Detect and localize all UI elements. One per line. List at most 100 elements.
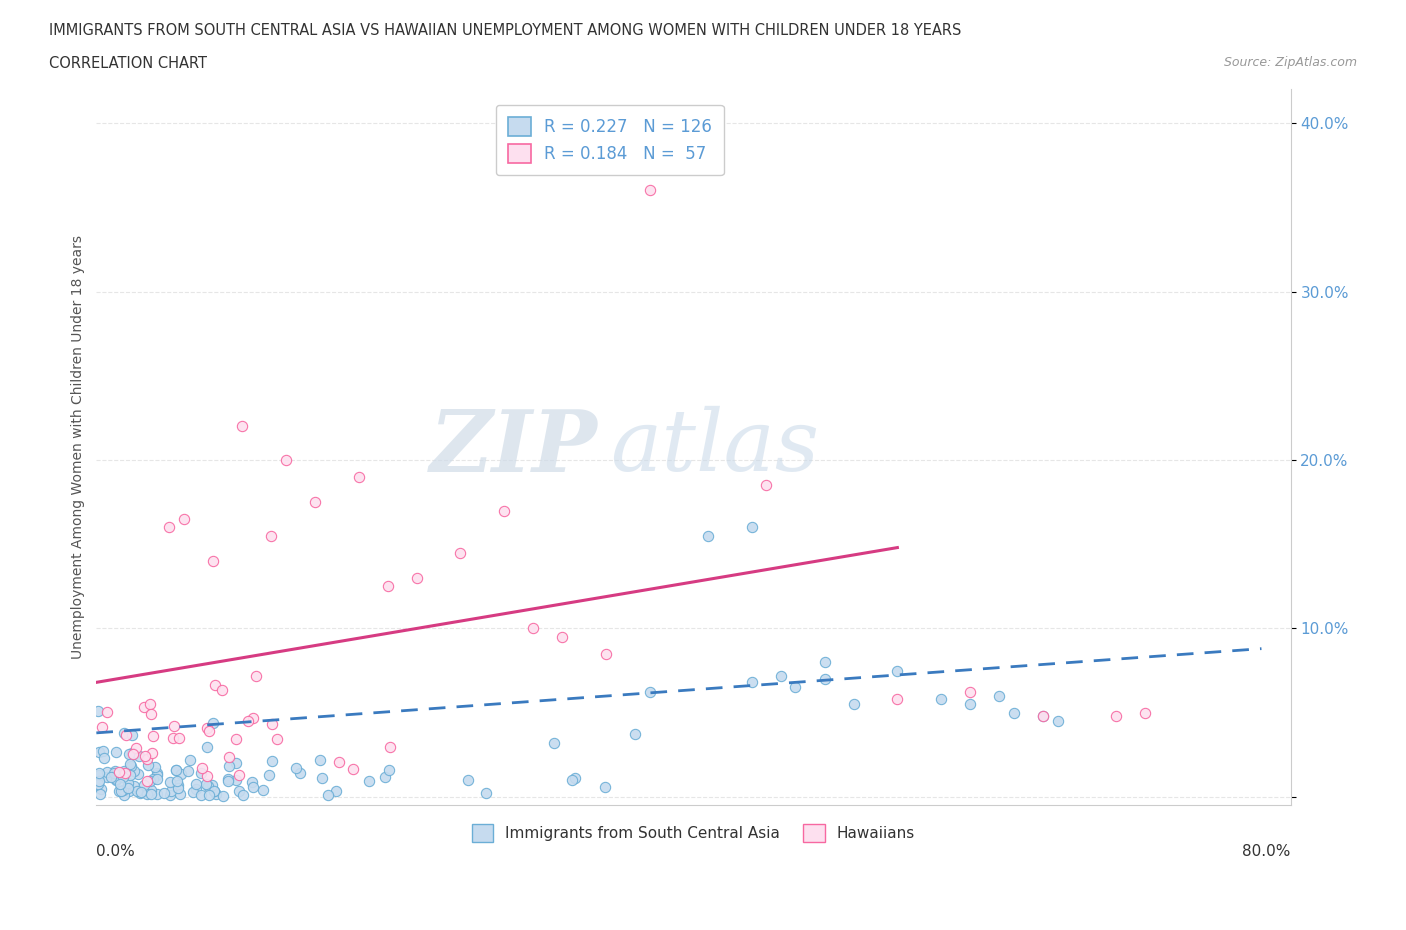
Point [204,677,226,692]
Point [142,772,165,787]
Point [127,767,149,782]
Point [405,570,427,585]
Point [769,668,792,683]
Point [96,769,118,784]
Point [120,757,142,772]
Point [242,711,264,725]
Point [117,776,139,790]
Point [374,770,396,785]
Point [228,768,250,783]
Point [190,787,212,802]
Point [197,778,219,793]
Point [122,778,145,793]
Point [494,503,516,518]
Text: 80.0%: 80.0% [1243,844,1291,859]
Point [377,578,399,593]
Point [813,655,835,670]
Point [190,765,212,780]
Point [741,520,763,535]
Point [274,453,297,468]
Point [225,756,247,771]
Point [785,680,807,695]
Point [240,775,263,790]
Point [167,778,190,793]
Point [260,528,283,543]
Point [115,727,138,742]
Point [212,789,235,804]
Point [122,764,145,778]
Point [194,777,217,791]
Point [595,646,617,661]
Text: ZIP: ZIP [430,405,598,489]
Point [146,787,169,802]
Point [228,783,250,798]
Point [146,766,169,781]
Point [342,762,364,777]
Point [87,744,110,759]
Point [1002,705,1025,720]
Point [1105,709,1128,724]
Point [121,745,143,760]
Point [125,784,148,799]
Point [201,715,224,730]
Point [141,707,163,722]
Point [100,769,122,784]
Point [242,779,264,794]
Point [202,783,225,798]
Point [159,784,181,799]
Point [225,732,247,747]
Point [1133,705,1156,720]
Point [112,764,135,778]
Point [318,788,340,803]
Point [93,751,115,765]
Point [195,768,218,783]
Point [328,755,350,770]
Legend: Immigrants from South Central Asia, Hawaiians: Immigrants from South Central Asia, Hawa… [465,817,921,848]
Point [93,744,115,759]
Point [211,683,233,698]
Point [202,784,225,799]
Point [135,774,157,789]
Point [87,767,110,782]
Point [218,759,240,774]
Point [1032,709,1054,724]
Point [114,765,136,780]
Point [162,731,184,746]
Point [259,768,281,783]
Point [266,731,288,746]
Point [551,630,574,644]
Point [90,782,112,797]
Point [139,774,162,789]
Point [190,761,212,776]
Point [135,751,157,766]
Point [108,777,131,791]
Point [198,788,221,803]
Point [813,671,835,686]
Point [108,784,131,799]
Point [252,782,274,797]
Point [564,770,586,785]
Point [125,741,148,756]
Point [121,727,143,742]
Point [96,705,118,720]
Point [842,697,865,711]
Point [697,528,720,543]
Point [157,520,180,535]
Point [89,766,111,781]
Point [173,512,195,526]
Point [159,775,181,790]
Point [449,545,471,560]
Text: Source: ZipAtlas.com: Source: ZipAtlas.com [1223,56,1357,69]
Point [96,765,118,780]
Point [543,736,565,751]
Point [166,774,188,789]
Point [593,779,616,794]
Point [170,766,193,781]
Point [217,774,239,789]
Point [195,739,218,754]
Point [325,784,347,799]
Point [118,784,141,799]
Point [104,773,127,788]
Point [457,772,479,787]
Point [87,703,110,718]
